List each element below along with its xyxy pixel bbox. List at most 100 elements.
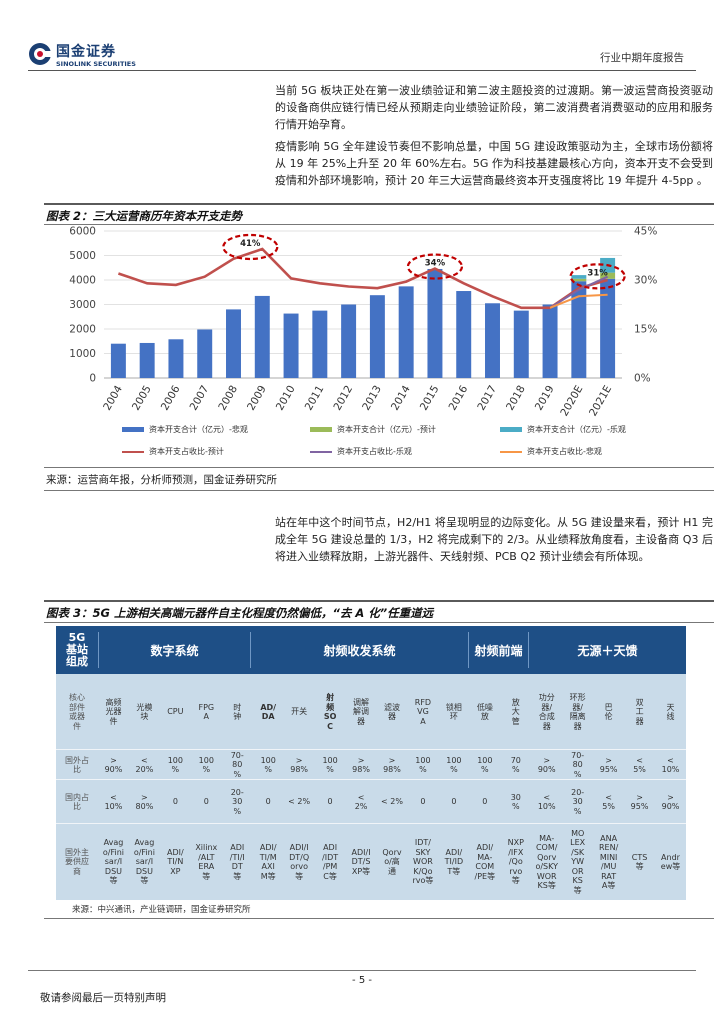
foreign-share-cell: > 90% [537,755,556,775]
domestic-share-cell: < 10% [104,792,123,812]
supplier-cell: Xilinx /ALT ERA 等 [195,843,218,881]
figure3-source: 来源：中兴通讯，产业链调研，国金证券研究所 [72,905,251,915]
paragraph-2: 疫情影响 5G 全年建设节奏但不影响总量，中国 5G 建设政策驱动为主，全球市场… [275,140,713,187]
bar [513,310,529,378]
figure2-title-rule [44,224,714,225]
bar [571,278,587,282]
part-row-cell: 功分 器/ 合成 器 [538,693,555,731]
supplier-cell: ADI/ TI/ID T等 [444,847,464,876]
right-tick-label: 0% [634,373,651,385]
legend-swatch [500,450,522,453]
bar [226,309,241,378]
header-cell: 射频前端 [468,632,528,668]
foreign-share-cell: 100 % [446,755,462,775]
foreign-share-cell: > 98% [352,755,370,775]
bar [341,304,357,378]
document-type: 行业中期年度报告 [600,52,684,64]
left-tick-label: 1000 [69,348,96,360]
x-tick-label: 2019 [533,384,557,413]
domestic-share-cell: > 95% [630,792,649,812]
figure3-top-rule [44,600,714,602]
part-row-cell: 放 大 管 [511,697,520,726]
part-row-cell: FPG A [198,702,215,722]
series-line [549,275,609,309]
supplier-cell: ANA REN/ MINI /MU RAT A等 [598,833,619,891]
paragraph-1: 当前 5G 板块正处在第一波业绩验证和第二波主题投资的过渡期。第一波运营商投资驱… [275,84,713,131]
part-row-cell: 滤波 器 [383,702,400,722]
data-label: 41% [240,239,261,249]
part-row-cell: 锁相 环 [445,702,462,722]
x-tick-label: 2007 [188,384,212,413]
supplier-cell: ADI /TI/I DT 等 [229,843,245,881]
right-tick-label: 30% [634,275,657,287]
row-label: 国外占 比 [65,755,89,775]
x-tick-label: 2018 [504,384,528,413]
bar [600,272,616,279]
page-number: - 5 - [352,975,372,986]
part-row-cell: RFD VG A [414,697,432,726]
supplier-cell: ADI/ MA- COM /PE等 [474,843,496,881]
part-row-cell: 时 钟 [233,702,242,722]
bar [456,291,472,378]
x-tick-label: 2015 [418,384,442,413]
highlight-ellipse [222,233,279,261]
foreign-share-cell: 70 % [510,755,521,775]
row-divider [56,749,686,750]
domestic-share-cell: < 2% [381,797,403,807]
supplier-cell: NXP /IFX /Qo rvo 等 [507,838,524,886]
row-label: 核心 部件 或器 件 [69,693,85,731]
legend-label: 资本开支合计（亿元）-悲观 [149,425,248,434]
footer-rule [28,970,696,971]
x-tick-label: 2020E [558,384,585,419]
header-cell: 5G 基站 组成 [66,631,88,668]
x-tick-label: 2010 [274,384,298,413]
legend-label: 资本开支占收比-乐观 [337,447,412,456]
part-row-cell: 天 线 [666,702,675,722]
header-rule [28,70,696,71]
figure2-source: 来源：运营商年报，分析师预测，国金证券研究所 [46,474,277,486]
legend-item: 资本开支占收比-预计 [122,446,224,457]
bar [254,295,270,378]
legend-swatch [500,427,522,432]
part-row-cell: 巴 伦 [604,702,613,722]
supplier-cell: Avag o/Fini sar/I DSU 等 [102,838,125,886]
legend-item: 资本开支合计（亿元）-乐观 [500,424,626,435]
part-row-cell: AD/ DA [260,702,277,722]
legend-item: 资本开支占收比-悲观 [500,446,602,457]
domestic-share-cell: > 80% [135,792,154,812]
legend-item: 资本开支合计（亿元）-预计 [310,424,436,435]
domestic-share-cell: 0 [265,797,271,807]
domestic-share-cell: 0 [451,797,457,807]
foreign-share-cell: < 20% [135,755,154,775]
supplier-cell: ADI/ TI/N XP [167,847,184,876]
series-line [117,247,608,310]
figure2-bottom-rule [44,467,714,468]
foreign-share-cell: 100 % [167,755,183,775]
x-tick-label: 2012 [331,384,355,413]
part-row-cell: 高频 光器 件 [105,697,122,726]
bar [571,281,587,378]
x-tick-label: 2011 [303,384,327,413]
data-label: 31% [587,268,608,278]
x-tick-label: 2016 [447,383,471,412]
company-logo: 国金证券 SINOLINK SECURITIES [28,40,138,76]
part-row-cell: 射 频 SO C [323,693,337,731]
part-row-cell: 双 工 器 [635,697,644,726]
bar [398,286,414,378]
figure3-title: 图表 3：5G 上游相关高端元器件自主化程度仍然偏低，“去 A 化”任重道远 [46,606,434,620]
foreign-share-cell: > 95% [599,755,618,775]
supplier-cell: MO LEX /SK YW OR KS 等 [570,828,586,895]
domestic-share-cell: > 90% [661,792,680,812]
x-tick-label: 2006 [159,383,183,412]
bar [312,310,328,378]
component-table: 5G 基站 组成 数字系统 射频收发系统 射频前端 无源＋天馈 核心 部件 或器… [56,626,686,900]
x-tick-label: 2021E [587,384,614,419]
x-tick-label: 2004 [101,383,125,412]
left-tick-label: 0 [89,373,96,385]
legend-label: 资本开支占收比-悲观 [527,447,602,456]
header-cell: 射频收发系统 [250,632,468,668]
row-label: 国外主 要供应 商 [65,847,89,876]
part-row-cell: CPU [167,707,184,717]
supplier-cell: ADI/ TI/M AXI M等 [259,843,277,881]
disclaimer-note: 敬请参阅最后一页特别声明 [40,992,166,1004]
